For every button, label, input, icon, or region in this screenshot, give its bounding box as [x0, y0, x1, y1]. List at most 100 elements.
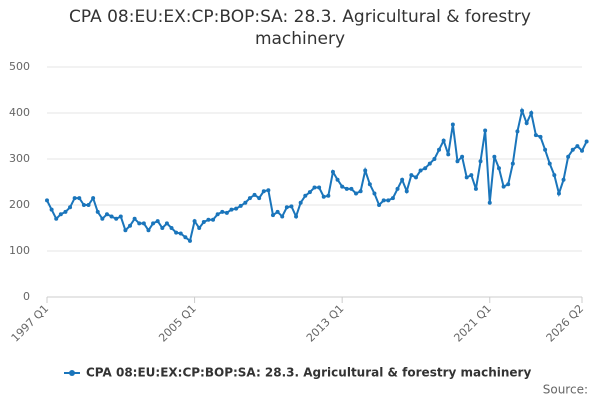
data-point [330, 169, 335, 174]
data-point [363, 168, 368, 173]
data-point [561, 177, 566, 182]
data-point [395, 186, 400, 191]
data-point [141, 221, 146, 226]
data-point [284, 205, 289, 210]
data-point [427, 161, 432, 166]
y-tick-label: 300 [9, 152, 30, 165]
data-point [114, 216, 119, 221]
data-point [409, 173, 414, 178]
data-point [298, 200, 303, 205]
data-point [100, 216, 105, 221]
data-point [270, 213, 275, 218]
data-point [146, 228, 151, 233]
data-point [460, 154, 465, 159]
data-point [45, 198, 49, 203]
data-point [280, 214, 285, 219]
data-point [358, 189, 363, 194]
y-tick-label: 0 [23, 290, 30, 303]
data-point [224, 210, 229, 215]
data-point [155, 219, 160, 224]
data-point [118, 214, 123, 219]
data-point [400, 177, 405, 182]
data-point [367, 182, 372, 187]
data-point [575, 144, 580, 149]
data-point [520, 108, 525, 113]
data-point [386, 198, 391, 203]
data-point [566, 154, 571, 159]
data-point [257, 196, 262, 201]
y-tick-label: 100 [9, 244, 30, 257]
data-point [473, 186, 478, 191]
y-tick-label: 500 [9, 60, 30, 73]
data-point [289, 204, 294, 209]
data-point [81, 203, 86, 207]
data-point [160, 226, 165, 230]
data-point [220, 209, 225, 214]
data-point [340, 184, 345, 189]
data-point [349, 186, 354, 191]
data-point [317, 185, 322, 190]
data-point [238, 203, 243, 208]
source: Source: [543, 383, 588, 397]
data-point [450, 122, 455, 127]
x-tick-label: 2026 Q2 [544, 302, 587, 345]
legend-marker [69, 370, 75, 376]
x-tick-label: 2013 Q1 [304, 302, 347, 345]
data-point [63, 209, 68, 214]
data-point [344, 186, 349, 191]
data-point [326, 193, 331, 198]
data-point [234, 206, 239, 211]
data-point [432, 157, 437, 161]
data-point [197, 226, 202, 230]
data-point [252, 192, 257, 197]
data-point [95, 209, 100, 214]
data-point [515, 129, 520, 134]
data-point [68, 205, 73, 210]
data-point [418, 168, 423, 173]
data-point [464, 175, 469, 180]
legend-label: CPA 08:EU:EX:CP:BOP:SA: 28.3. Agricultur… [86, 366, 531, 380]
data-point [128, 223, 133, 228]
series-line [46, 107, 588, 243]
data-point [229, 207, 234, 212]
data-point [169, 226, 174, 230]
data-point [372, 191, 377, 196]
data-point [215, 212, 220, 217]
data-point [506, 182, 511, 187]
data-point [538, 134, 543, 139]
data-point [441, 138, 446, 143]
data-point [437, 147, 442, 152]
chart-title: CPA 08:EU:EX:CP:BOP:SA: 28.3. Agricultur… [69, 7, 531, 49]
data-point [404, 189, 409, 194]
data-point [137, 221, 142, 226]
data-point [192, 219, 197, 224]
data-point [552, 173, 557, 178]
data-point [261, 189, 266, 194]
data-point [335, 177, 340, 182]
data-point [354, 191, 359, 196]
data-point [423, 166, 428, 171]
data-point [77, 196, 82, 201]
data-point [446, 152, 451, 157]
data-point [303, 193, 308, 198]
x-tick-label: 1997 Q1 [9, 302, 52, 345]
data-point [390, 196, 395, 201]
data-point [533, 133, 538, 138]
data-point [58, 212, 63, 217]
data-point [469, 173, 474, 178]
data-point [266, 188, 271, 193]
data-point [455, 159, 460, 164]
data-point [132, 216, 137, 221]
data-point [547, 161, 552, 166]
data-point [164, 221, 169, 226]
data-point [556, 191, 561, 196]
data-point [524, 121, 529, 126]
y-tick-label: 200 [9, 198, 30, 211]
data-point [178, 231, 183, 236]
y-tick-label: 400 [9, 106, 30, 119]
data-point [183, 235, 188, 240]
data-point [543, 147, 548, 152]
data-point [529, 111, 534, 115]
data-point [483, 128, 488, 133]
